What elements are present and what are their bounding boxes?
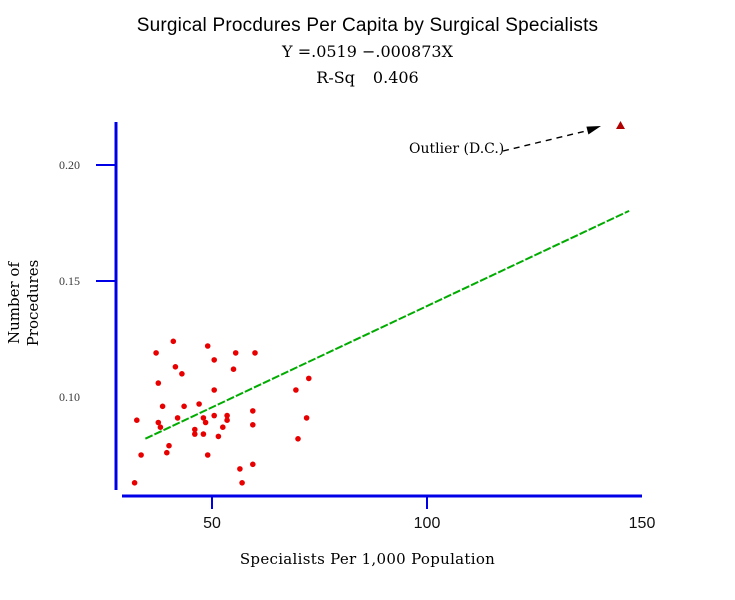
data-point [155, 419, 162, 426]
data-point [211, 387, 217, 393]
data-point [250, 461, 256, 468]
data-point [215, 433, 222, 440]
data-point [252, 350, 258, 356]
data-point [202, 419, 209, 426]
y-tick-label: 0.15 [59, 274, 80, 288]
data-point [179, 371, 185, 377]
data-point [220, 424, 226, 431]
data-point [250, 408, 256, 414]
data-point [224, 417, 230, 424]
data-point [172, 364, 179, 370]
outlier-annotation: Outlier (D.C.) [409, 141, 505, 157]
data-point [293, 387, 299, 393]
data-point [204, 452, 211, 458]
x-tick-label: 50 [203, 515, 221, 532]
data-point [204, 343, 211, 349]
data-point [170, 338, 177, 345]
data-point [250, 422, 256, 428]
regression-line [144, 209, 630, 440]
data-point [134, 417, 140, 424]
y-tick-label: 0.10 [59, 390, 80, 404]
data-point [192, 426, 198, 433]
r-squared-label: R-Sq [316, 68, 355, 87]
data-point [232, 350, 239, 356]
annotation-arrow [502, 129, 591, 152]
outlier-marker [616, 121, 625, 130]
regression-equation: Y =.0519 −.000873X [282, 42, 453, 61]
data-point [153, 350, 159, 356]
data-point [138, 452, 144, 458]
data-point [239, 480, 245, 486]
r-squared-value: 0.406 [372, 68, 419, 87]
data-point [306, 375, 312, 382]
data-point [192, 431, 198, 437]
arrow-head-icon [586, 126, 601, 135]
chart-title: Surgical Procdures Per Capita by Surgica… [136, 15, 599, 36]
data-point [200, 415, 207, 421]
r-squared-readout: R-Sq 0.406 [0, 68, 735, 87]
x-axis-title: Specialists Per 1,000 Population [239, 550, 496, 568]
data-point [230, 366, 237, 373]
data-point [159, 403, 166, 410]
data-point [157, 424, 164, 431]
data-point [224, 412, 230, 419]
data-point [303, 415, 310, 421]
data-point [181, 403, 187, 410]
data-point [196, 401, 202, 407]
data-point [174, 415, 181, 421]
data-point [155, 380, 162, 386]
data-point [200, 431, 207, 437]
data-point [166, 442, 172, 449]
data-point [237, 466, 243, 472]
data-point [295, 436, 301, 442]
x-tick-label: 100 [414, 515, 441, 532]
data-point [131, 480, 138, 486]
y-tick-label: 0.20 [59, 158, 80, 172]
data-point [211, 357, 217, 363]
x-tick-label: 150 [629, 515, 656, 532]
data-point [164, 449, 170, 456]
data-point [211, 412, 217, 419]
